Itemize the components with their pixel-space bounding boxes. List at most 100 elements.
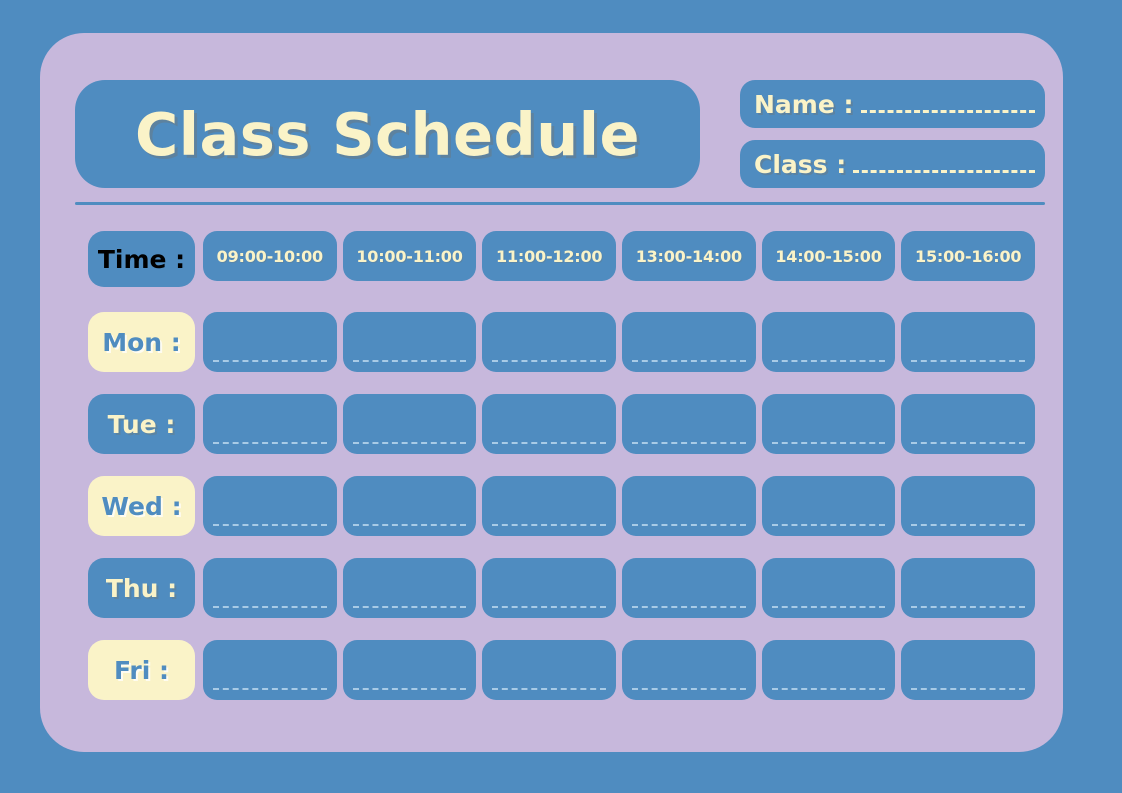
write-line [352,442,467,444]
day-label-text: Mon : [102,327,181,357]
write-line [213,688,327,690]
schedule-cell[interactable] [203,558,337,618]
write-line [911,360,1026,362]
schedule-cell[interactable] [622,558,756,618]
schedule-cell[interactable] [901,394,1036,454]
schedule-cell[interactable] [761,476,896,536]
schedule-cell[interactable] [342,558,477,618]
name-field-label: Name : [754,89,854,119]
schedule-cell[interactable] [203,640,337,700]
write-line [492,688,607,690]
page-title: Class Schedule [134,99,641,169]
schedule-cell[interactable] [342,394,477,454]
schedule-cell[interactable] [622,640,756,700]
time-slot-label: 10:00-11:00 [356,246,463,266]
time-header-label: Time : [88,231,195,287]
day-label-text: Fri : [113,655,170,685]
write-line [632,524,746,526]
day-label-wed: Wed : [88,476,195,536]
time-slot-header: 13:00-14:00 [622,231,756,281]
write-line [352,606,467,608]
write-line [771,524,886,526]
time-slot-header: 14:00-15:00 [761,231,896,281]
write-line [213,360,327,362]
write-line [771,688,886,690]
time-slot-label: 11:00-12:00 [496,246,603,266]
class-field-input[interactable] [853,170,1035,173]
write-line [771,442,886,444]
time-slot-label: 13:00-14:00 [635,246,743,266]
schedule-cell[interactable] [342,476,477,536]
write-line [213,442,327,444]
schedule-cell[interactable] [622,394,756,454]
write-line [911,606,1026,608]
write-line [911,524,1026,526]
day-label-text: Tue : [107,409,176,439]
write-line [492,606,607,608]
schedule-cell[interactable] [203,312,337,372]
schedule-cell[interactable] [901,312,1036,372]
time-header-row: Time : 09:00-10:00 10:00-11:00 11:00-12:… [88,231,1036,287]
schedule-cell[interactable] [203,394,337,454]
write-line [632,442,746,444]
schedule-cell[interactable] [622,312,756,372]
schedule-cell[interactable] [482,312,617,372]
class-field-label: Class : [754,149,847,179]
header: Class Schedule Name : Class : [75,80,1045,188]
write-line [213,524,327,526]
time-slot-header: 15:00-16:00 [901,231,1036,281]
schedule-row-wed: Wed : [88,476,1036,536]
schedule-row-thu: Thu : [88,558,1036,618]
write-line [352,688,467,690]
write-line [632,688,746,690]
title-banner: Class Schedule [75,80,700,188]
schedule-cell[interactable] [901,640,1036,700]
day-label-tue: Tue : [88,394,195,454]
day-label-text: Thu : [105,573,178,603]
schedule-card: Class Schedule Name : Class : Time : 09:… [40,33,1063,752]
class-field-row[interactable]: Class : [740,140,1045,188]
schedule-grid: Time : 09:00-10:00 10:00-11:00 11:00-12:… [88,231,1036,722]
write-line [492,442,607,444]
name-field-row[interactable]: Name : [740,80,1045,128]
schedule-cell[interactable] [761,558,896,618]
write-line [213,606,327,608]
schedule-cell[interactable] [901,476,1036,536]
write-line [911,442,1026,444]
schedule-cell[interactable] [761,394,896,454]
day-label-text: Wed : [101,491,182,521]
name-field-input[interactable] [860,110,1035,113]
write-line [771,606,886,608]
schedule-cell[interactable] [761,640,896,700]
schedule-row-tue: Tue : [88,394,1036,454]
time-slot-label: 09:00-10:00 [216,246,324,266]
time-header-label-text: Time : [97,244,186,274]
schedule-cell[interactable] [622,476,756,536]
write-line [492,360,607,362]
write-line [632,360,746,362]
schedule-cell[interactable] [482,394,617,454]
write-line [352,524,467,526]
time-slot-label: 15:00-16:00 [915,246,1022,266]
schedule-cell[interactable] [482,476,617,536]
day-label-fri: Fri : [88,640,195,700]
schedule-row-fri: Fri : [88,640,1036,700]
write-line [632,606,746,608]
write-line [771,360,886,362]
schedule-cell[interactable] [482,558,617,618]
time-slot-header: 09:00-10:00 [203,231,337,281]
schedule-cell[interactable] [901,558,1036,618]
day-label-mon: Mon : [88,312,195,372]
time-slot-label: 14:00-15:00 [775,246,882,266]
time-slot-header: 10:00-11:00 [342,231,477,281]
write-line [352,360,467,362]
schedule-cell[interactable] [482,640,617,700]
schedule-cell[interactable] [203,476,337,536]
schedule-cell[interactable] [761,312,896,372]
schedule-cell[interactable] [342,312,477,372]
write-line [492,524,607,526]
time-slot-header: 11:00-12:00 [482,231,617,281]
schedule-cell[interactable] [342,640,477,700]
write-line [911,688,1026,690]
day-label-thu: Thu : [88,558,195,618]
